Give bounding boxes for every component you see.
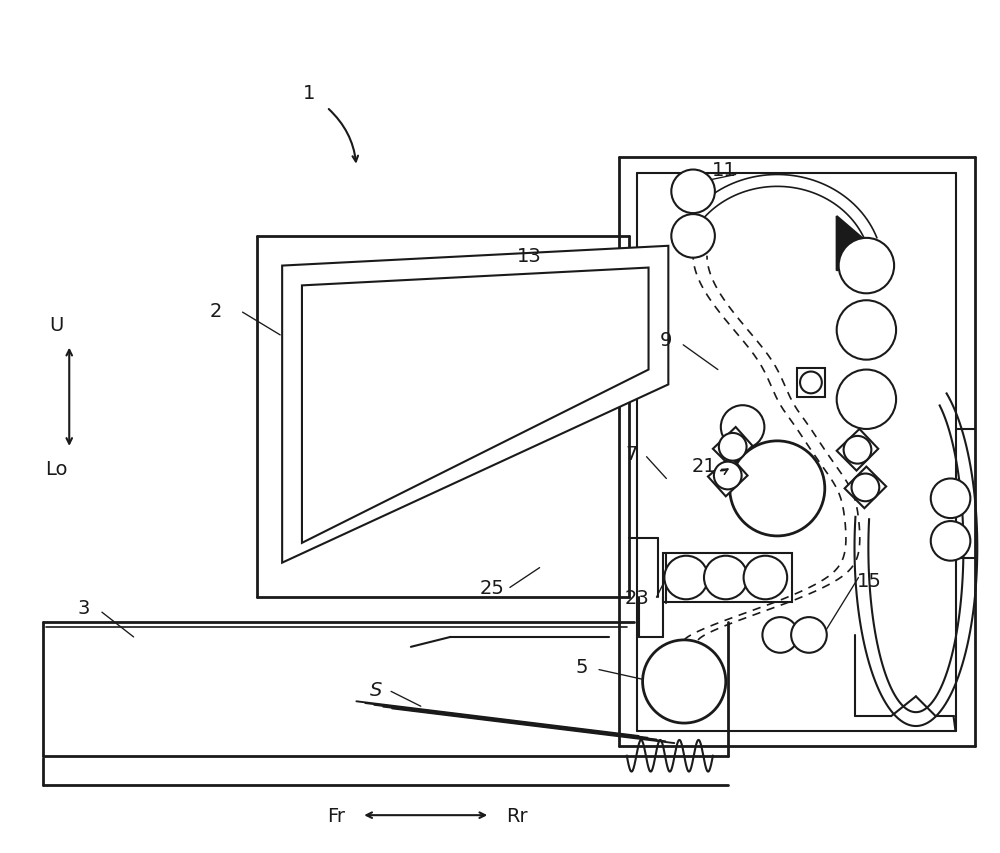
Circle shape (839, 239, 894, 294)
Text: 1: 1 (303, 84, 315, 102)
Circle shape (730, 441, 825, 537)
Text: Lo: Lo (45, 460, 68, 479)
Text: S: S (370, 680, 382, 699)
Polygon shape (302, 268, 649, 543)
Polygon shape (837, 429, 878, 471)
Polygon shape (708, 457, 748, 496)
Circle shape (671, 171, 715, 214)
Circle shape (721, 406, 764, 450)
Circle shape (643, 640, 726, 723)
Circle shape (762, 618, 798, 653)
Circle shape (800, 372, 822, 394)
Text: 23: 23 (624, 588, 649, 607)
Text: 11: 11 (711, 161, 736, 180)
Circle shape (744, 556, 787, 600)
Text: 15: 15 (857, 572, 882, 590)
Text: 7: 7 (626, 444, 638, 464)
Text: Rr: Rr (506, 806, 528, 825)
Text: 25: 25 (480, 578, 505, 597)
Text: 3: 3 (78, 598, 90, 617)
Text: 2: 2 (210, 301, 222, 320)
Text: 9: 9 (660, 331, 673, 350)
Circle shape (719, 433, 747, 461)
Circle shape (671, 215, 715, 258)
Circle shape (931, 479, 970, 519)
Circle shape (837, 301, 896, 360)
Circle shape (852, 474, 879, 502)
Circle shape (704, 556, 748, 600)
Circle shape (844, 437, 871, 464)
Circle shape (791, 618, 827, 653)
Bar (797, 368, 825, 397)
Circle shape (837, 370, 896, 429)
Polygon shape (282, 247, 668, 563)
Circle shape (931, 521, 970, 561)
Text: 13: 13 (517, 247, 542, 266)
Circle shape (714, 462, 742, 490)
Text: 5: 5 (576, 658, 588, 676)
Polygon shape (713, 427, 753, 467)
Polygon shape (837, 217, 871, 271)
Text: 21: 21 (692, 456, 716, 476)
Text: Fr: Fr (328, 806, 346, 825)
Text: U: U (49, 316, 64, 335)
Circle shape (664, 556, 708, 600)
Polygon shape (845, 467, 886, 508)
